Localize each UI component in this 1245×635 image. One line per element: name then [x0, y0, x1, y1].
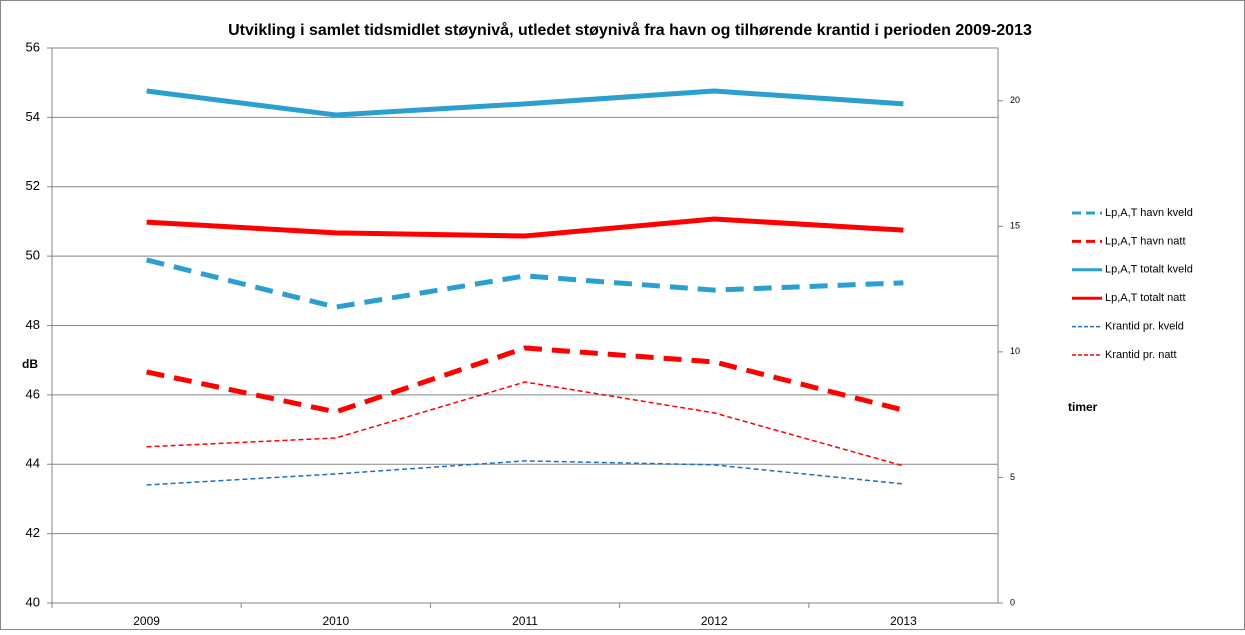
y-tick-label: 48: [26, 317, 40, 332]
legend-label: Lp,A,T havn natt: [1105, 235, 1186, 247]
x-tick-label: 2011: [512, 614, 538, 628]
y-tick-label: 46: [26, 386, 40, 401]
x-tick-label: 2010: [322, 614, 349, 628]
y-tick-label: 44: [26, 456, 40, 471]
legend-label: Krantid pr. kveld: [1105, 321, 1184, 333]
y-tick-label: 54: [26, 109, 40, 124]
x-tick-label: 2012: [701, 614, 728, 628]
legend-label: Lp,A,T totalt natt: [1105, 292, 1186, 304]
series-line: [145, 257, 904, 310]
y2-tick-label: 0: [1010, 597, 1015, 607]
chart-title: Utvikling i samlet tidsmidlet støynivå, …: [228, 21, 1032, 39]
series-line: [146, 345, 905, 415]
x-tick-label: 2009: [133, 614, 160, 628]
y2-tick-label: 5: [1010, 472, 1015, 482]
series-line: [146, 216, 904, 239]
legend-label: Lp,A,T totalt kveld: [1105, 264, 1193, 276]
series-line: [146, 381, 904, 467]
legend-label: Krantid pr. natt: [1105, 349, 1177, 361]
y-tick-label: 50: [26, 248, 40, 263]
y-tick-label: 52: [26, 178, 40, 193]
legend-label: Lp,A,T havn kveld: [1105, 207, 1193, 219]
y-axis-label: dB: [22, 357, 38, 371]
y-tick-label: 42: [26, 525, 40, 540]
y2-tick-label: 15: [1010, 221, 1020, 231]
y2-tick-label: 20: [1010, 95, 1020, 105]
y2-axis-label: timer: [1068, 400, 1098, 414]
series-line: [146, 88, 904, 118]
y2-tick-label: 10: [1010, 346, 1020, 356]
x-tick-label: 2013: [890, 614, 917, 628]
y-tick-label: 40: [26, 594, 40, 609]
series-line: [146, 460, 904, 486]
y-tick-label: 56: [26, 39, 40, 54]
